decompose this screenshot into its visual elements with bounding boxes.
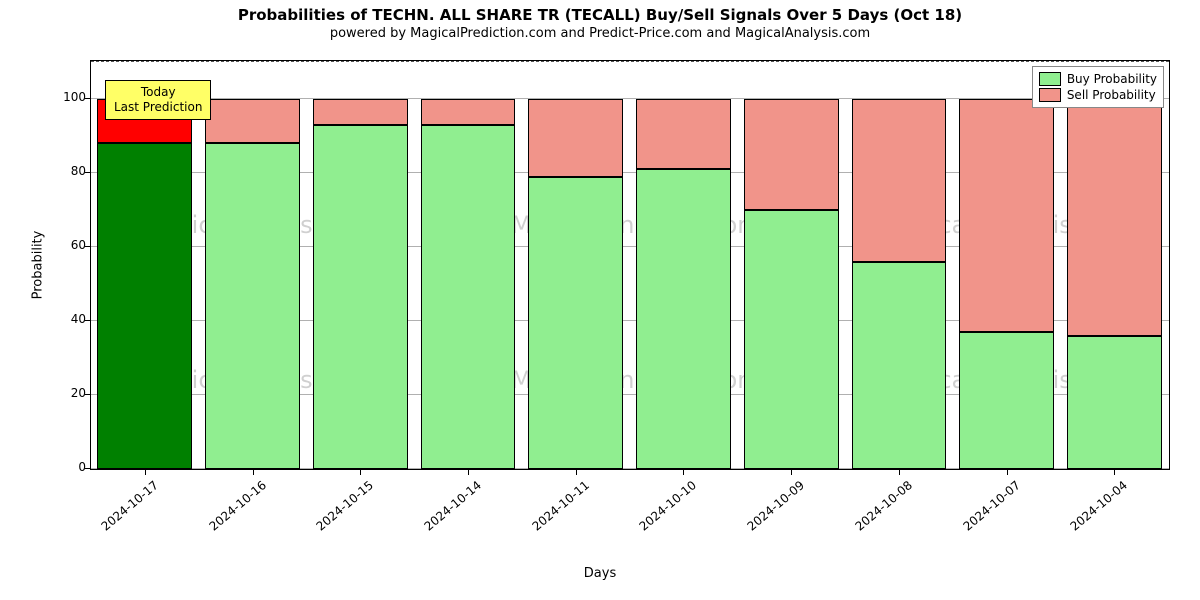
legend-swatch <box>1039 88 1061 102</box>
x-tick-mark <box>791 469 792 475</box>
sell-bar <box>852 99 947 262</box>
bar-group <box>313 62 408 469</box>
buy-bar <box>421 125 516 469</box>
x-axis-label: Days <box>584 566 616 581</box>
y-tick-label: 20 <box>36 386 86 400</box>
chart-plot-area: MagicalAnalysis.comMagicalAnalysis.comMa… <box>90 60 1170 470</box>
x-tick-label: 2024-10-16 <box>198 478 268 540</box>
chart-subtitle: powered by MagicalPrediction.com and Pre… <box>0 24 1200 41</box>
legend: Buy Probability Sell Probability <box>1032 66 1164 108</box>
legend-label: Sell Probability <box>1067 88 1156 102</box>
x-tick-mark <box>899 469 900 475</box>
x-tick-mark <box>468 469 469 475</box>
buy-bar <box>1067 336 1162 469</box>
sell-bar <box>421 99 516 125</box>
x-tick-label: 2024-10-14 <box>414 478 484 540</box>
sell-bar <box>528 99 623 177</box>
x-tick-mark <box>145 469 146 475</box>
legend-row: Buy Probability <box>1039 71 1157 87</box>
buy-bar <box>97 143 192 469</box>
sell-bar <box>205 99 300 143</box>
x-tick-label: 2024-10-17 <box>91 478 161 540</box>
legend-swatch <box>1039 72 1061 86</box>
bar-group <box>528 62 623 469</box>
x-tick-label: 2024-10-10 <box>629 478 699 540</box>
bar-group <box>1067 62 1162 469</box>
buy-bar <box>205 143 300 469</box>
x-tick-label: 2024-10-07 <box>952 478 1022 540</box>
bar-group <box>421 62 516 469</box>
y-tick-label: 0 <box>36 460 86 474</box>
bar-group <box>744 62 839 469</box>
y-tick-label: 40 <box>36 312 86 326</box>
annotation-line-1: Today <box>114 85 202 100</box>
buy-bar <box>744 210 839 469</box>
bar-group <box>959 62 1054 469</box>
x-tick-mark <box>1114 469 1115 475</box>
legend-row: Sell Probability <box>1039 87 1157 103</box>
legend-label: Buy Probability <box>1067 72 1157 86</box>
sell-bar <box>744 99 839 210</box>
sell-bar <box>636 99 731 169</box>
x-tick-label: 2024-10-15 <box>306 478 376 540</box>
x-tick-mark <box>1007 469 1008 475</box>
annotation-line-2: Last Prediction <box>114 100 202 115</box>
x-tick-label: 2024-10-09 <box>737 478 807 540</box>
x-tick-label: 2024-10-11 <box>521 478 591 540</box>
chart-title: Probabilities of TECHN. ALL SHARE TR (TE… <box>0 0 1200 24</box>
x-tick-mark <box>576 469 577 475</box>
bar-group <box>852 62 947 469</box>
buy-bar <box>313 125 408 469</box>
x-tick-label: 2024-10-08 <box>845 478 915 540</box>
buy-bar <box>959 332 1054 469</box>
y-tick-label: 100 <box>36 90 86 104</box>
y-tick-label: 60 <box>36 238 86 252</box>
x-tick-mark <box>683 469 684 475</box>
buy-bar <box>852 262 947 469</box>
x-tick-mark <box>360 469 361 475</box>
bar-group <box>97 62 192 469</box>
sell-bar <box>959 99 1054 332</box>
buy-bar <box>528 177 623 469</box>
today-annotation: Today Last Prediction <box>105 80 211 120</box>
bar-group <box>636 62 731 469</box>
y-tick-label: 80 <box>36 164 86 178</box>
bar-group <box>205 62 300 469</box>
x-tick-label: 2024-10-04 <box>1060 478 1130 540</box>
x-tick-mark <box>253 469 254 475</box>
sell-bar <box>313 99 408 125</box>
sell-bar <box>1067 99 1162 336</box>
buy-bar <box>636 169 731 469</box>
